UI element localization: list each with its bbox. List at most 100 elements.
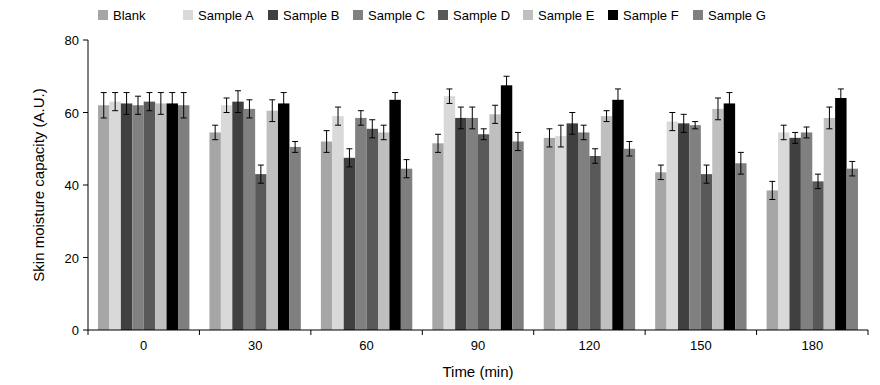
bar <box>255 174 266 330</box>
bar <box>344 158 355 330</box>
bar <box>232 102 243 330</box>
bar <box>332 116 343 330</box>
x-tick <box>88 330 89 335</box>
bar <box>244 109 255 330</box>
bar <box>289 147 300 330</box>
x-tick-label: 30 <box>248 338 262 353</box>
error-bar <box>838 89 844 107</box>
bar <box>478 134 489 330</box>
x-tick-label: 90 <box>471 338 485 353</box>
error-bar <box>212 125 218 140</box>
error-bar <box>112 93 118 111</box>
error-bar <box>604 111 610 122</box>
bar <box>389 100 400 330</box>
legend-label: Sample F <box>623 8 679 23</box>
legend-swatch <box>523 10 533 20</box>
error-bar <box>569 113 575 135</box>
bar <box>724 103 735 330</box>
x-tick-label: 120 <box>579 338 601 353</box>
error-bar <box>269 100 275 122</box>
error-bar <box>481 129 487 140</box>
legend-label: Sample A <box>198 8 254 23</box>
bar <box>178 105 189 330</box>
legend: BlankSample ASample BSample CSample DSam… <box>98 8 766 23</box>
bar <box>267 111 278 330</box>
bar <box>501 85 512 330</box>
error-bar <box>658 165 664 180</box>
x-tick <box>422 330 423 335</box>
error-bar <box>504 76 510 94</box>
x-tick-label: 60 <box>359 338 373 353</box>
bar <box>689 125 700 330</box>
error-bar <box>458 107 464 129</box>
x-tick-label: 150 <box>690 338 712 353</box>
error-bar <box>158 93 164 115</box>
bar <box>601 116 612 330</box>
bar <box>489 114 500 330</box>
x-tick-label: 0 <box>140 338 147 353</box>
bar <box>667 122 678 330</box>
bars <box>98 76 858 330</box>
x-tick <box>199 330 200 335</box>
x-axis <box>88 330 868 331</box>
error-bar <box>146 93 152 111</box>
legend-label: Sample B <box>283 8 339 23</box>
x-tick <box>533 330 534 335</box>
bar <box>455 118 466 330</box>
bar <box>512 142 523 331</box>
bar <box>555 136 566 330</box>
error-bar <box>769 181 775 199</box>
bar <box>712 109 723 330</box>
bar <box>378 132 389 330</box>
error-bar <box>546 129 552 147</box>
y-tick <box>83 185 88 186</box>
bar <box>121 103 132 330</box>
error-bar <box>826 107 832 129</box>
error-bar <box>358 111 364 126</box>
legend-swatch <box>438 10 448 20</box>
bar <box>132 105 143 330</box>
error-bar <box>849 161 855 176</box>
bar <box>735 163 746 330</box>
x-axis-label: Time (min) <box>442 363 513 380</box>
bar <box>544 138 555 330</box>
y-tick <box>83 40 88 41</box>
error-bar <box>815 174 821 189</box>
bar <box>221 105 232 330</box>
error-bar <box>258 165 264 183</box>
bar <box>321 142 332 331</box>
bar <box>109 102 120 330</box>
y-tick-label: 0 <box>72 323 79 338</box>
bar <box>209 132 220 330</box>
legend-swatch <box>693 10 703 20</box>
error-bar <box>369 120 375 138</box>
bar <box>467 118 478 330</box>
error-bar <box>281 93 287 115</box>
x-tick <box>645 330 646 335</box>
error-bar <box>435 134 441 152</box>
bar <box>589 156 600 330</box>
bar <box>835 98 846 330</box>
error-bar <box>346 149 352 167</box>
bar <box>778 132 789 330</box>
bar <box>278 103 289 330</box>
error-bar <box>626 142 632 157</box>
legend-label: Sample D <box>453 8 510 23</box>
bar <box>144 102 155 330</box>
legend-swatch <box>608 10 618 20</box>
bar <box>789 138 800 330</box>
error-bar <box>446 89 452 104</box>
bar <box>155 103 166 330</box>
error-bar <box>704 165 710 183</box>
error-bar <box>292 142 298 153</box>
x-tick <box>756 330 757 335</box>
bar <box>578 132 589 330</box>
bar <box>355 118 366 330</box>
bar <box>367 129 378 330</box>
y-tick-label: 60 <box>65 106 79 121</box>
error-bar <box>681 114 687 132</box>
legend-label: Sample C <box>368 8 425 23</box>
error-bar <box>181 93 187 118</box>
error-bar <box>692 122 698 129</box>
chart: 0204060800306090120150180Time (min)Skin … <box>0 0 880 385</box>
